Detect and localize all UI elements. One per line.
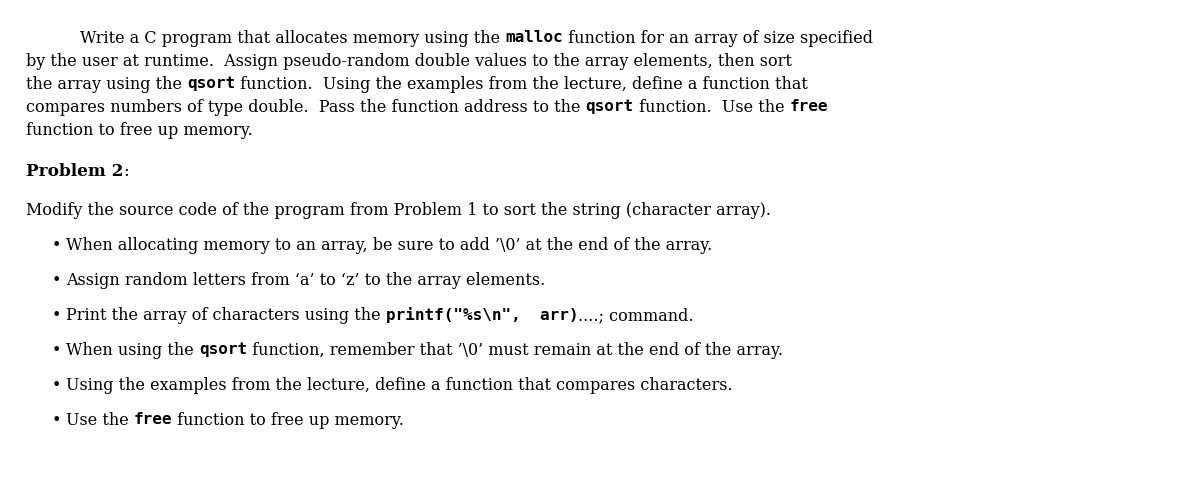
Text: :: : [124,163,130,180]
Text: When allocating memory to an array, be sure to add ’\0’ at the end of the array.: When allocating memory to an array, be s… [66,237,713,254]
Text: compares numbers of type double.  Pass the function address to the: compares numbers of type double. Pass th… [26,99,586,116]
Text: Assign random letters from ‘a’ to ‘z’ to the array elements.: Assign random letters from ‘a’ to ‘z’ to… [66,272,545,289]
Text: function.  Use the: function. Use the [634,99,790,116]
Text: ....; command.: ....; command. [578,307,694,324]
Text: Write a C program that allocates memory using the: Write a C program that allocates memory … [80,30,505,47]
Text: Use the: Use the [66,412,134,429]
Text: •: • [52,272,61,289]
Text: function.  Using the examples from the lecture, define a function that: function. Using the examples from the le… [235,76,808,93]
Text: •: • [52,307,61,324]
Text: qsort: qsort [187,76,235,91]
Text: When using the: When using the [66,342,199,359]
Text: free: free [134,412,173,427]
Text: malloc: malloc [505,30,563,45]
Text: printf("%s\n",  arr): printf("%s\n", arr) [385,307,578,323]
Text: Modify the source code of the program from Problem 1 to sort the string (charact: Modify the source code of the program fr… [26,202,772,219]
Text: •: • [52,342,61,359]
Text: Print the array of characters using the: Print the array of characters using the [66,307,385,324]
Text: function for an array of size specified: function for an array of size specified [563,30,874,47]
Text: Problem 2: Problem 2 [26,163,124,180]
Text: function to free up memory.: function to free up memory. [26,122,253,139]
Text: function, remember that ’\0’ must remain at the end of the array.: function, remember that ’\0’ must remain… [247,342,784,359]
Text: qsort: qsort [199,342,247,357]
Text: •: • [52,237,61,254]
Text: •: • [52,377,61,394]
Text: qsort: qsort [586,99,634,114]
Text: Using the examples from the lecture, define a function that compares characters.: Using the examples from the lecture, def… [66,377,733,394]
Text: by the user at runtime.  Assign pseudo-random double values to the array element: by the user at runtime. Assign pseudo-ra… [26,53,792,70]
Text: free: free [790,99,828,114]
Text: function to free up memory.: function to free up memory. [173,412,404,429]
Text: •: • [52,412,61,429]
Text: the array using the: the array using the [26,76,187,93]
